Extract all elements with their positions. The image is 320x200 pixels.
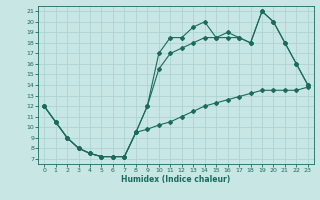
X-axis label: Humidex (Indice chaleur): Humidex (Indice chaleur)	[121, 175, 231, 184]
